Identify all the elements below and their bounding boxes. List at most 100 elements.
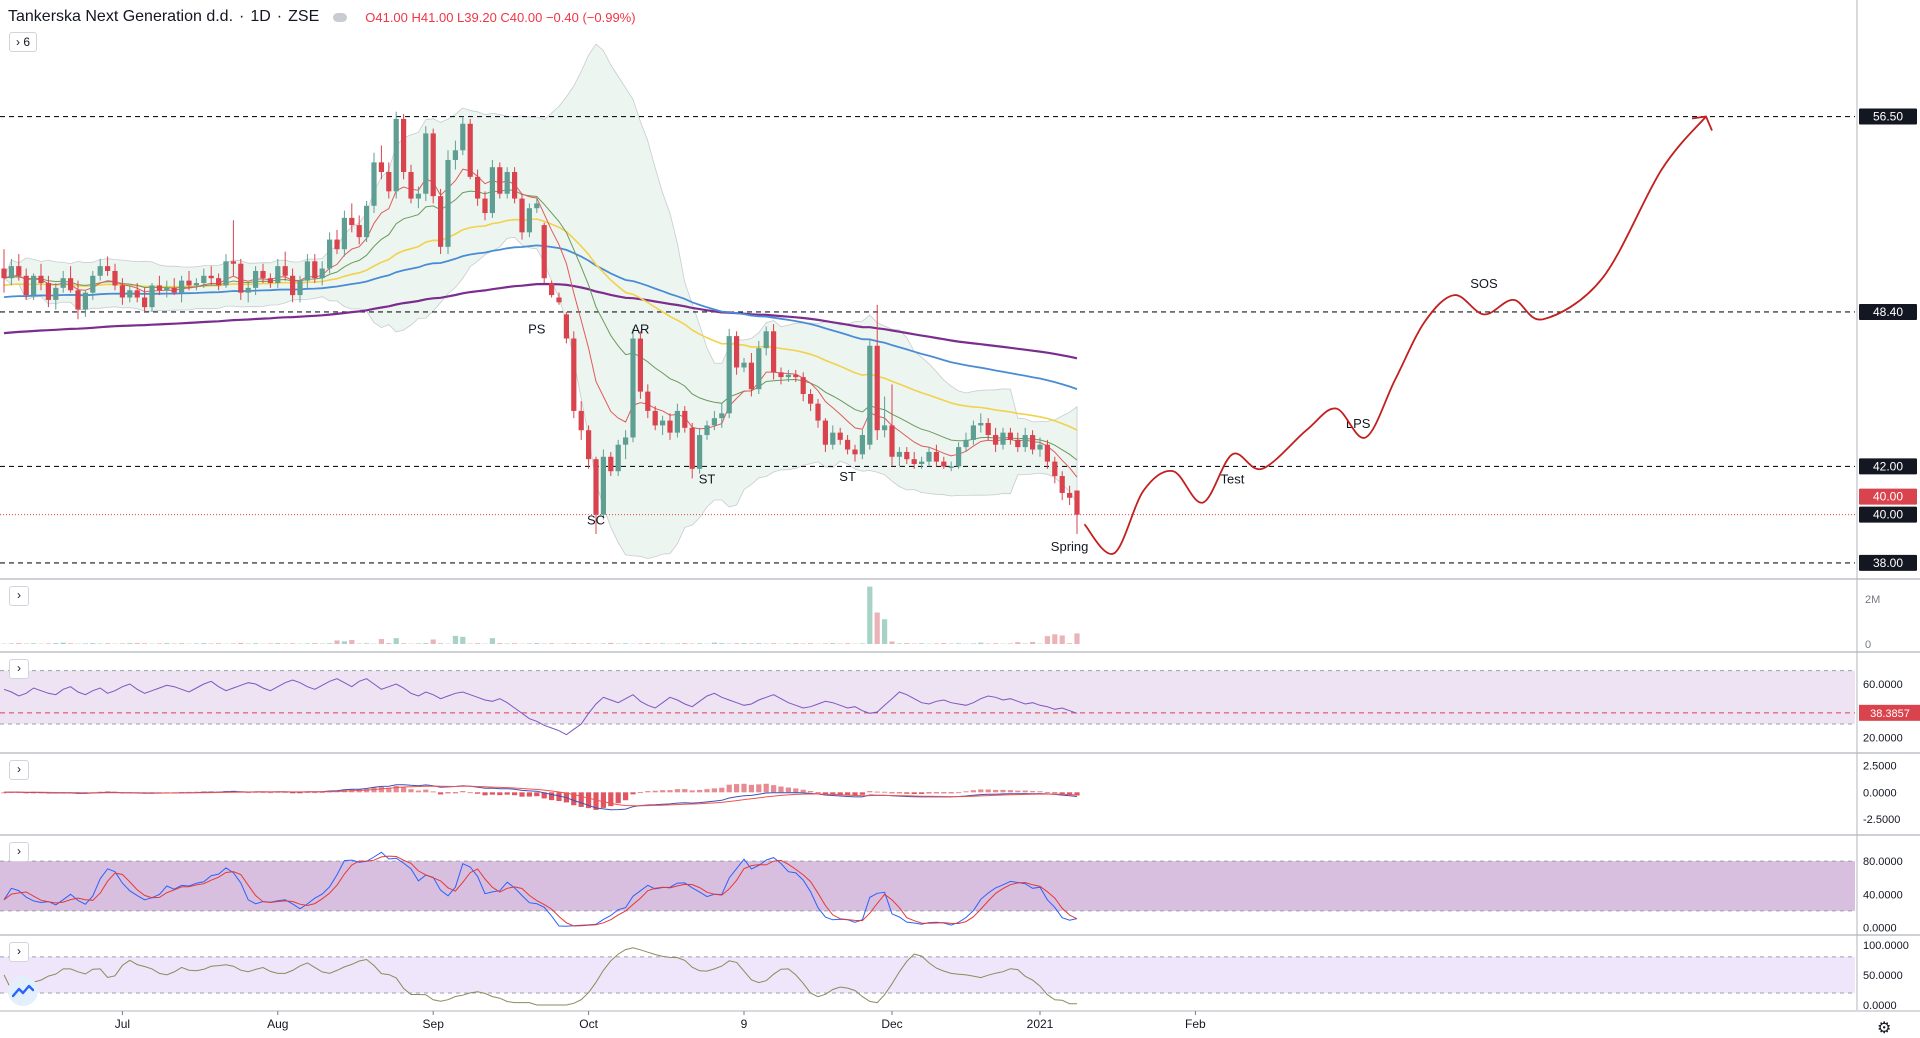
stochastic-pane-toggle[interactable]: › <box>9 842 29 862</box>
candle-body <box>482 199 487 213</box>
volume-bar <box>586 643 591 644</box>
candle-body <box>98 266 103 276</box>
candle-body <box>978 423 983 425</box>
candle-body <box>423 133 428 193</box>
candle <box>423 126 428 201</box>
volume-bar <box>68 643 73 644</box>
macd-histogram-bar <box>1023 791 1028 793</box>
candle-body <box>653 411 658 425</box>
macd-histogram-bar <box>793 788 798 792</box>
volume-bar <box>875 613 880 645</box>
macd-histogram-bar <box>519 792 524 796</box>
volume-bar <box>9 643 14 644</box>
candle <box>468 119 473 179</box>
candle-body <box>260 271 265 278</box>
volume-bar <box>956 643 961 644</box>
candle-body <box>771 331 776 372</box>
volume-bar <box>697 643 702 644</box>
candle-body <box>1 269 6 279</box>
candle-body <box>697 435 702 469</box>
macd-histogram-bar <box>786 787 791 792</box>
volume-bar <box>349 640 354 644</box>
candle-body <box>675 411 680 433</box>
volume-bar <box>231 643 236 644</box>
macd-histogram-bar <box>815 792 820 793</box>
macd-histogram-bar <box>897 792 902 793</box>
candle <box>1074 491 1079 534</box>
candle-body <box>135 290 140 297</box>
candle-body <box>105 266 110 271</box>
macd-histogram-bar <box>601 792 606 808</box>
volume-pane-toggle[interactable]: › <box>9 586 29 606</box>
candle-body <box>556 298 561 303</box>
macd-histogram-bar <box>468 792 473 793</box>
candle-body <box>349 218 354 225</box>
volume-bar <box>571 643 576 644</box>
candle-body <box>623 437 628 444</box>
tradingview-logo-icon[interactable] <box>8 976 38 1006</box>
settings-gear-icon[interactable]: ⚙ <box>1877 1018 1891 1038</box>
macd-histogram-bar <box>956 792 961 793</box>
market-status-icon[interactable] <box>333 13 347 22</box>
candle <box>364 201 369 242</box>
macd-histogram-bar <box>727 785 732 793</box>
volume-bar <box>512 643 517 644</box>
candle-body <box>46 283 51 300</box>
macd-pane-toggle[interactable]: › <box>9 760 29 780</box>
macd-histogram-bar <box>645 791 650 792</box>
candle-body <box>963 440 968 447</box>
chevron-right-icon: › <box>16 35 20 49</box>
volume-bar <box>882 619 887 644</box>
candle <box>527 203 532 237</box>
interval-label[interactable]: 1D <box>250 8 270 26</box>
wyckoff-label: PS <box>528 322 546 337</box>
stoch-rsi-axis-label: 0.0000 <box>1863 1000 1897 1012</box>
volume-bar <box>1060 635 1065 644</box>
candle-body <box>445 160 450 247</box>
volume-bar <box>1015 642 1020 644</box>
macd-histogram-bar <box>801 790 806 793</box>
symbol-name[interactable]: Tankerska Next Generation d.d. <box>8 8 233 26</box>
volume-bar <box>16 643 21 644</box>
candle-body <box>793 375 798 377</box>
volume-bar <box>120 643 125 644</box>
macd-histogram-bar <box>482 792 487 795</box>
volume-bar <box>201 643 206 644</box>
volume-bar <box>1067 643 1072 644</box>
candle-body <box>305 261 310 280</box>
volume-bar <box>564 643 569 644</box>
candle-body <box>468 124 473 177</box>
macd-histogram-bar <box>941 792 946 793</box>
candle-body <box>142 298 147 308</box>
candle-body <box>460 124 465 151</box>
volume-bar <box>793 643 798 644</box>
candle-body <box>253 271 258 288</box>
candle-body <box>823 421 828 445</box>
candle <box>1 249 6 292</box>
macd-histogram-bar <box>889 792 894 793</box>
rsi-pane-toggle[interactable]: › <box>9 659 29 679</box>
macd-histogram-bar <box>919 792 924 794</box>
candle-body <box>497 167 502 194</box>
candle <box>564 312 569 343</box>
volume-bar <box>394 638 399 644</box>
candle-body <box>231 261 236 263</box>
indicator-toggle-button[interactable]: › 6 <box>9 32 37 52</box>
volume-bar <box>971 643 976 644</box>
volume-bar <box>919 643 924 644</box>
macd-histogram-bar <box>749 785 754 792</box>
candle-body <box>764 331 769 348</box>
candle-body <box>601 457 606 515</box>
volume-bar <box>719 643 724 644</box>
macd-signal-line <box>4 786 1077 806</box>
candle-body <box>630 339 635 438</box>
candle-body <box>438 196 443 247</box>
candle-body <box>904 452 909 459</box>
volume-bar <box>290 643 295 644</box>
macd-histogram-bar <box>460 791 465 792</box>
candle-body <box>164 288 169 290</box>
candle-body <box>209 276 214 278</box>
stochastic-band <box>0 861 1855 911</box>
stoch-rsi-pane-toggle[interactable]: › <box>9 942 29 962</box>
